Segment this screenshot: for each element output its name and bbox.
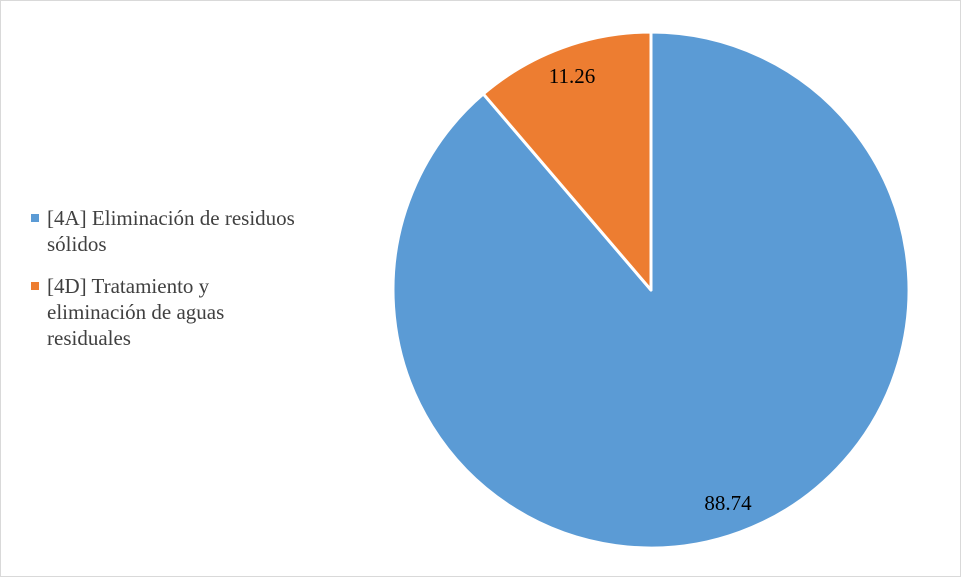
data-label-solid-waste: 88.74 [704,491,752,515]
legend-label-wastewater-line3: residuales [47,326,131,350]
pie-slices [391,30,911,550]
data-label-wastewater: 11.26 [549,64,595,88]
legend-label-solid-waste-line2: sólidos [47,232,107,256]
pie-slice-wastewater [481,30,653,292]
legend-label-wastewater-line1: [4D] Tratamiento y [47,274,210,298]
pie-data-labels: 88.74 11.26 [549,64,752,515]
legend-item-solid-waste: [4A] Eliminación de residuos sólidos [31,205,376,257]
legend-swatch-solid-waste [31,214,39,222]
legend-label-wastewater-line2: eliminación de aguas [47,300,225,324]
legend-swatch-wastewater [31,282,39,290]
legend-label-solid-waste-line1: [4A] Eliminación de residuos [47,206,295,230]
legend: [4A] Eliminación de residuos sólidos [4D… [31,205,376,367]
legend-item-wastewater: [4D] Tratamiento y eliminación de aguas … [31,273,376,351]
